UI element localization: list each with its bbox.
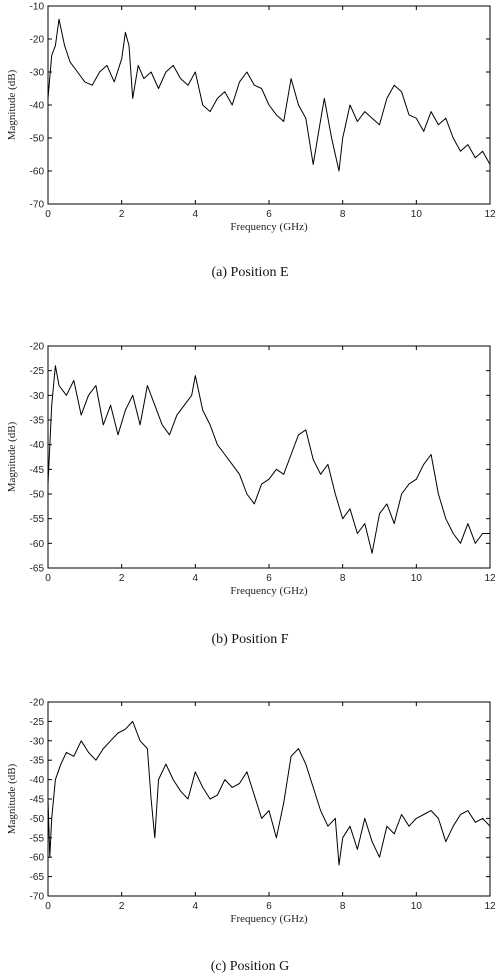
chart-1-frame — [47, 345, 491, 569]
chart-2-ytick-label: -40 — [30, 775, 45, 786]
chart-0-ytick-label: -30 — [30, 68, 45, 79]
chart-2-xtick-label: 2 — [119, 901, 125, 912]
chart-2-xtick-label: 8 — [340, 901, 346, 912]
chart-0-ylabel: Magnitude (dB) — [6, 69, 18, 140]
chart-1-xlabel: Frequency (GHz) — [230, 585, 308, 597]
chart-1-ytick-label: -55 — [30, 514, 45, 525]
chart-position-g: 0 2 4 6 8 10 12 -20 -25 -30 -35 -40 -45 -50 -55 -60 -65 -… — [6, 698, 496, 975]
chart-1-ytick-label: -50 — [30, 490, 45, 501]
chart-2-xtick-label: 0 — [45, 901, 51, 912]
chart-0-series-line — [47, 18, 491, 172]
chart-1-ytick-label: -25 — [30, 366, 45, 377]
chart-0-caption: (a) Position E — [212, 265, 289, 280]
chart-1-ytick-label: -30 — [30, 391, 45, 402]
chart-2-ytick-label: -45 — [30, 795, 45, 806]
chart-0-xtick-label: 2 — [119, 209, 125, 220]
chart-2-ytick-label: -55 — [30, 833, 45, 844]
chart-2-ytick-label: -60 — [30, 853, 45, 864]
chart-1-xtick-label: 6 — [266, 573, 272, 584]
chart-2-frame — [47, 701, 491, 897]
chart-0-xtick-label: 6 — [266, 209, 272, 220]
chart-2-ylabel: Magnitude (dB) — [6, 763, 18, 834]
chart-1-series-line — [47, 365, 490, 554]
chart-0-ytick-label: -60 — [30, 167, 45, 178]
chart-0-ytick-label: -40 — [30, 101, 45, 112]
chart-1-ytick-label: -65 — [30, 564, 45, 575]
chart-0-ytick-label: -20 — [30, 35, 45, 46]
chart-1-xtick-label: 10 — [411, 573, 423, 584]
chart-2-xtick-label: 4 — [193, 901, 199, 912]
chart-1-xtick-label: 4 — [193, 573, 199, 584]
chart-1-ytick-label: -45 — [30, 465, 45, 476]
chart-1-ytick-label: -40 — [30, 440, 45, 451]
chart-2-xtick-label: 12 — [484, 901, 496, 912]
chart-0-xtick-label: 8 — [340, 209, 346, 220]
chart-0-xtick-label: 10 — [411, 209, 423, 220]
chart-1-xtick-label: 0 — [45, 573, 51, 584]
chart-2-ytick-label: -50 — [30, 814, 45, 825]
chart-1-xtick-label: 2 — [119, 573, 125, 584]
chart-1-ytick-label: -20 — [30, 342, 45, 353]
chart-position-e: 0 2 4 6 8 10 12 -10 -20 -30 -40 -50 -60 -70 Frequency … — [6, 2, 496, 281]
chart-0-xtick-label: 0 — [45, 209, 51, 220]
chart-0-xlabel: Frequency (GHz) — [230, 221, 308, 233]
chart-0-ytick-label: -50 — [30, 134, 45, 145]
chart-1-caption: (b) Position F — [211, 632, 288, 647]
chart-0-ytick-label: -70 — [30, 200, 45, 211]
chart-0-xtick-label: 4 — [193, 209, 199, 220]
chart-1-xtick-label: 12 — [484, 573, 496, 584]
chart-2-ytick-label: -25 — [30, 717, 45, 728]
chart-position-f: 0 2 4 6 8 10 12 -20 -25 -30 -35 -40 -45 -50 -55 -60 -65 F… — [6, 342, 496, 648]
chart-2-ytick-label: -35 — [30, 756, 45, 767]
chart-0-xtick-label: 12 — [484, 209, 496, 220]
chart-1-ytick-label: -35 — [30, 416, 45, 427]
chart-2-xtick-label: 6 — [266, 901, 272, 912]
chart-2-ytick-label: -30 — [30, 736, 45, 747]
chart-2-xlabel: Frequency (GHz) — [230, 913, 308, 925]
chart-2-ytick-label: -70 — [30, 892, 45, 903]
chart-2-caption: (c) Position G — [211, 959, 290, 974]
chart-2-ytick-label: -20 — [30, 698, 45, 709]
chart-2-ytick-label: -65 — [30, 872, 45, 883]
chart-2-series-line — [47, 720, 491, 866]
chart-1-ytick-label: -60 — [30, 539, 45, 550]
chart-2-xtick-label: 10 — [411, 901, 423, 912]
chart-1-ylabel: Magnitude (dB) — [6, 421, 18, 492]
chart-1-xtick-label: 8 — [340, 573, 346, 584]
chart-0-ytick-label: -10 — [30, 2, 45, 13]
